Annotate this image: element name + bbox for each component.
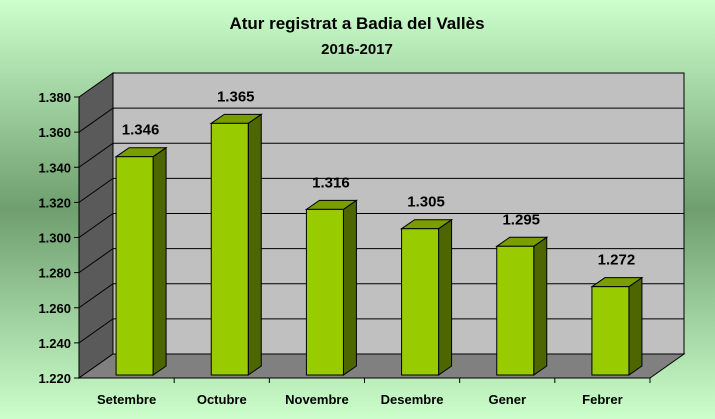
y-tick-label: 1.280 — [38, 266, 71, 281]
bar-side — [152, 146, 167, 376]
data-label: 1.346 — [122, 122, 160, 139]
x-tick-label: Desembre — [381, 392, 444, 407]
data-label: 1.272 — [598, 252, 636, 269]
gridline — [78, 107, 684, 133]
bar-front — [115, 156, 154, 376]
bar-side — [628, 276, 643, 376]
y-tick-label: 1.260 — [38, 301, 71, 316]
data-label: 1.316 — [312, 174, 350, 191]
bar — [209, 113, 263, 376]
bar-side — [247, 113, 262, 376]
gridline — [78, 213, 684, 238]
bar-side — [438, 218, 453, 376]
bar — [114, 146, 168, 376]
bar — [590, 276, 644, 376]
bar-front — [305, 208, 344, 376]
x-tick-label: Febrer — [582, 392, 622, 407]
bar-front — [496, 245, 535, 376]
gridline — [78, 142, 684, 168]
bar-side — [342, 199, 357, 376]
x-tick-label: Novembre — [285, 392, 349, 407]
chart-title: Atur registrat a Badia del Vallès — [229, 14, 484, 33]
x-tick-label: Octubre — [197, 392, 247, 407]
y-tick-label: 1.340 — [38, 160, 71, 175]
y-tick-label: 1.380 — [38, 90, 71, 105]
bars-layer — [114, 113, 644, 376]
y-tick-label: 1.300 — [38, 231, 71, 246]
bar — [399, 218, 454, 376]
data-label: 1.305 — [407, 194, 445, 211]
y-axis: 1.220 1.240 1.260 1.280 1.300 1.320 1.340 1.360… — [38, 90, 80, 386]
data-label: 1.295 — [502, 211, 540, 228]
y-tick-label: 1.220 — [38, 371, 71, 386]
y-tick-label: 1.360 — [38, 125, 71, 140]
x-axis: Setembre Octubre Novembre Desembre Gener Febr… — [79, 377, 651, 407]
bar-front — [210, 122, 249, 376]
x-tick-label: Setembre — [97, 392, 156, 407]
gridline — [78, 248, 684, 274]
x-tick-label: Gener — [488, 392, 526, 407]
gridline — [78, 318, 684, 344]
y-tick-label: 1.240 — [38, 336, 71, 351]
bar — [495, 236, 549, 376]
data-label: 1.365 — [217, 88, 255, 105]
bar — [304, 199, 359, 376]
gridline — [78, 283, 684, 309]
data-labels: 1.346 1.365 1.316 1.305 1.295 1.272 — [122, 88, 635, 268]
bar-side — [533, 236, 548, 376]
gridline — [78, 177, 684, 203]
y-tick-label: 1.320 — [38, 195, 71, 210]
bar-front — [401, 228, 440, 376]
bar-front — [591, 286, 630, 376]
chart-subtitle: 2016-2017 — [321, 41, 393, 58]
